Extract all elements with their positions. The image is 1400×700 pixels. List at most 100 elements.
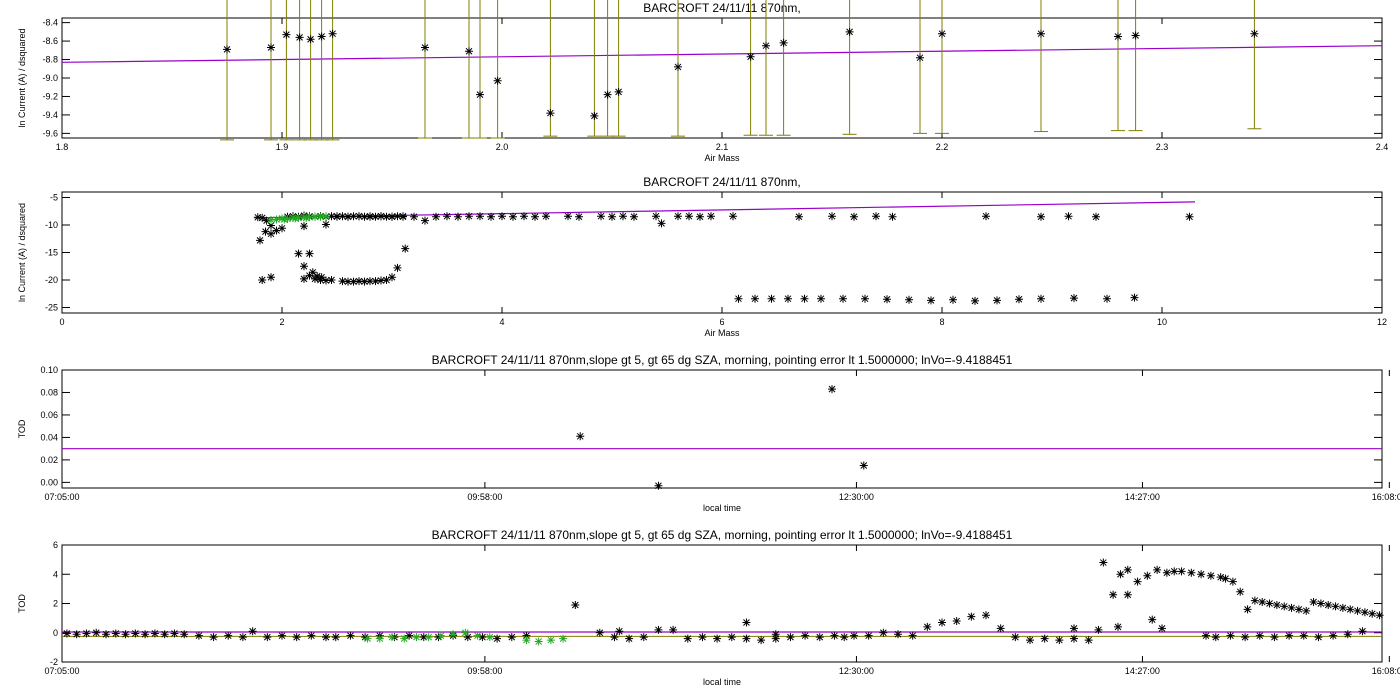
data-point: [654, 625, 663, 634]
x-tick-label: 0: [59, 317, 64, 327]
data-point: [328, 29, 337, 38]
y-tick-label: 0.10: [40, 365, 58, 375]
y-axis-label: TOD: [17, 594, 27, 613]
data-point: [295, 33, 304, 42]
data-point: [305, 249, 314, 258]
data-point: [595, 628, 604, 637]
data-point: [1346, 605, 1355, 614]
data-point: [1187, 568, 1196, 577]
data-point: [292, 633, 301, 642]
data-point: [1109, 590, 1118, 599]
data-point: [291, 214, 300, 223]
data-point: [371, 212, 380, 221]
data-point: [746, 52, 755, 61]
y-tick-label: -20: [45, 275, 58, 285]
data-point: [272, 215, 281, 224]
data-point: [465, 212, 473, 221]
data-point: [639, 633, 648, 642]
data-point: [575, 212, 583, 221]
x-axis-label: Air Mass: [704, 153, 740, 163]
data-point: [1360, 608, 1369, 617]
data-point: [982, 611, 990, 620]
data-point: [150, 629, 159, 638]
data-point: [262, 216, 271, 225]
data-point: [313, 272, 322, 281]
data-point: [401, 244, 410, 253]
data-point: [1131, 31, 1140, 40]
data-point: [344, 212, 352, 221]
data-point: [1324, 600, 1333, 609]
y-tick-label: 6: [53, 540, 58, 550]
data-point: [62, 629, 71, 638]
data-point: [131, 629, 140, 638]
plot-frame: [61, 369, 1383, 489]
data-point: [564, 212, 572, 221]
data-point: [289, 213, 297, 222]
data-point: [382, 276, 391, 284]
data-point: [400, 634, 409, 643]
data-point: [72, 630, 81, 639]
fit-line: [254, 201, 1196, 219]
data-point: [1302, 606, 1311, 615]
data-point: [278, 631, 286, 640]
y-tick-label: -15: [45, 248, 58, 258]
data-point: [1202, 631, 1210, 640]
y-tick-label: 0.00: [40, 477, 58, 487]
data-point: [487, 212, 495, 221]
data-point: [1228, 577, 1237, 586]
x-tick-label: 10: [1157, 317, 1167, 327]
data-point: [879, 628, 888, 637]
y-axis-label: TOD: [17, 419, 27, 438]
data-point: [366, 277, 374, 286]
data-point: [1130, 293, 1139, 302]
data-point: [102, 630, 110, 639]
data-point: [830, 631, 839, 640]
y-tick-label: -9.4: [42, 110, 58, 120]
x-tick-label: 16:08:00: [1372, 666, 1400, 676]
data-point: [546, 109, 555, 118]
data-point: [927, 296, 935, 305]
chart-panel-3: BARCROFT 24/11/11 870nm,slope gt 5, gt 6…: [17, 353, 1400, 513]
y-tick-label: -9.6: [42, 128, 58, 138]
data-point: [971, 296, 979, 305]
data-point: [338, 212, 347, 221]
data-point: [1037, 212, 1045, 221]
data-point: [305, 213, 314, 222]
data-point: [1206, 571, 1215, 580]
data-point: [1099, 558, 1108, 567]
data-point: [478, 633, 487, 642]
data-point: [375, 634, 384, 643]
data-point: [1037, 294, 1045, 303]
data-point: [905, 295, 913, 304]
data-point: [742, 634, 751, 643]
x-axis-label: local time: [703, 503, 741, 513]
plot-area: [254, 201, 1196, 219]
data-point: [360, 212, 369, 221]
data-point: [224, 631, 233, 640]
data-point: [615, 627, 624, 636]
data-point: [485, 633, 494, 642]
y-tick-label: -10: [45, 220, 58, 230]
data-point: [294, 249, 303, 258]
data-point: [180, 630, 189, 639]
data-point: [674, 62, 682, 71]
data-point: [534, 637, 543, 646]
x-tick-label: 6: [719, 317, 724, 327]
data-point: [267, 221, 275, 230]
y-axis-label: ln Current (A) / dsquared: [17, 28, 27, 127]
plot-area: [62, 631, 1382, 637]
data-point: [1221, 574, 1230, 583]
data-point: [696, 212, 704, 221]
data-point: [872, 212, 880, 221]
data-point: [1011, 633, 1020, 642]
x-axis-label: local time: [703, 677, 741, 687]
data-point: [1158, 624, 1166, 633]
data-point: [542, 212, 550, 221]
data-point: [850, 631, 858, 640]
data-point: [559, 634, 568, 643]
data-point: [393, 263, 402, 272]
data-point: [322, 212, 330, 221]
data-point: [982, 212, 990, 221]
data-point: [1055, 636, 1064, 645]
data-point: [509, 212, 517, 221]
